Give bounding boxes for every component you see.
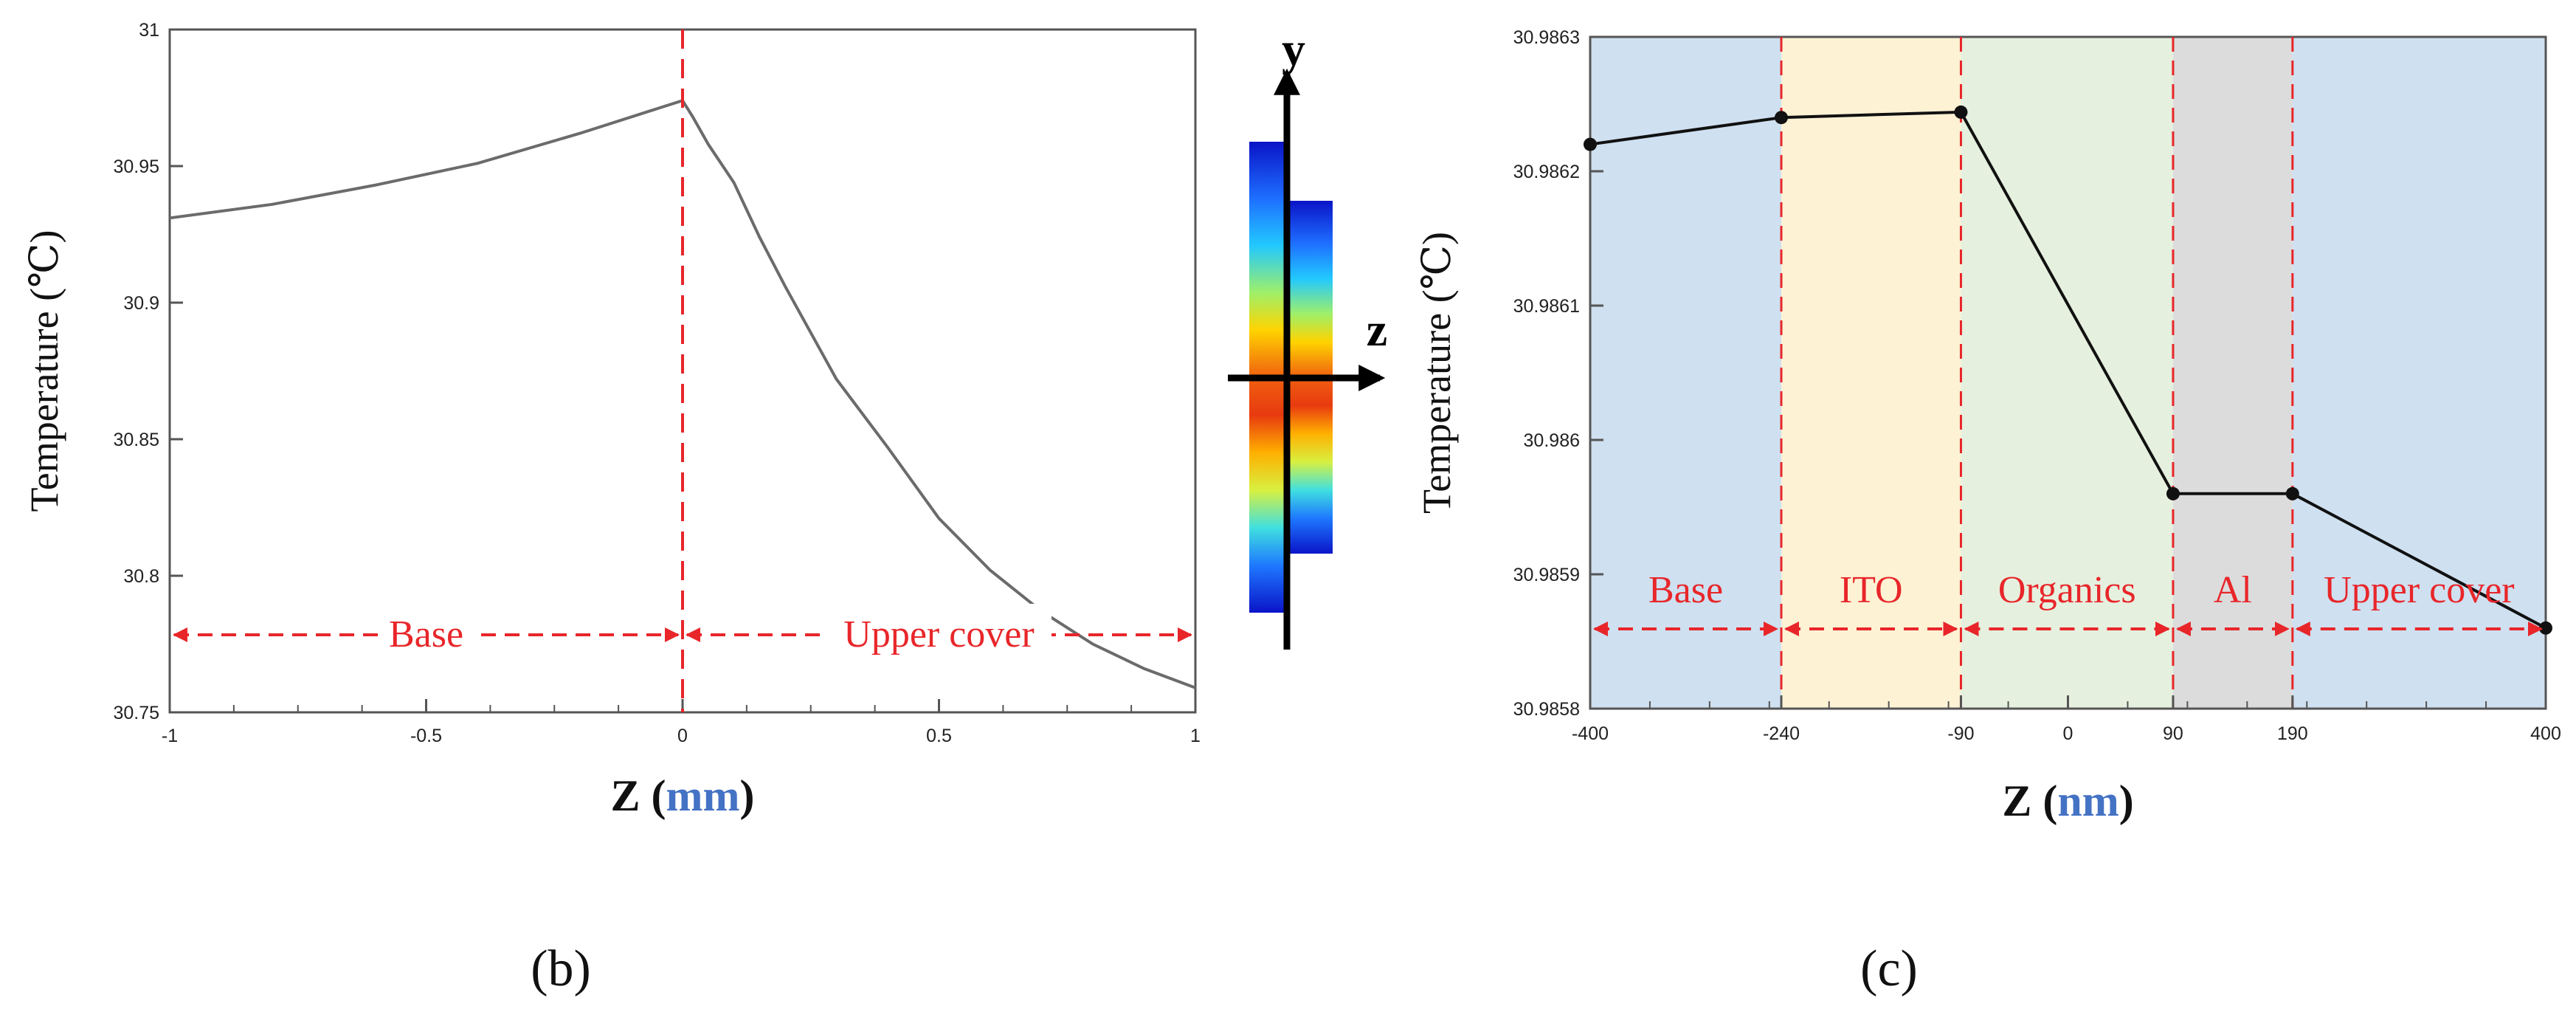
x-tick-label-b: 0 (677, 726, 688, 746)
y-tick-label-b: 30.85 (113, 430, 159, 450)
region-band-c (2292, 37, 2546, 709)
temperature-field-inset: y z (1228, 23, 1387, 650)
inset-z-label: z (1367, 303, 1387, 356)
region-label-c: ITO (1840, 569, 1903, 611)
panel-label-c: (c) (1860, 940, 1918, 997)
x-tick-label-b: 0.5 (926, 726, 952, 746)
region-band-c (1590, 37, 1781, 709)
x-tick-label-c: 190 (2277, 723, 2308, 744)
y-tick-label-b: 31 (139, 20, 159, 41)
x-tick-label-c: -90 (1947, 723, 1974, 744)
data-point-c (1775, 111, 1788, 125)
x-tick-label-c: 90 (2163, 723, 2183, 744)
y-axis-title-b: Temperature (℃) (22, 230, 66, 512)
inset-y-label: y (1282, 23, 1305, 75)
y-tick-label-c: 30.9858 (1513, 699, 1580, 720)
region-label-b: Base (389, 613, 463, 655)
y-axis-title-c: Temperature (℃) (1415, 232, 1459, 514)
y-tick-label-b: 30.9 (123, 293, 159, 314)
chart-b: 30.75 30.8 30.85 30.9 30.95 31 -1 -0.5 0 0.5 1 Ba… (22, 20, 1201, 997)
region-label-bg-b (826, 604, 1052, 650)
data-point-c (1954, 105, 1968, 119)
region-label-b: Upper cover (843, 613, 1034, 655)
temperature-line-c (1589, 110, 2546, 630)
x-tick-label-b: -0.5 (410, 726, 442, 746)
x-axis-title-c: Z (nm) (2002, 777, 2133, 825)
x-tick-label-c: -400 (1572, 723, 1609, 744)
y-tick-label-c: 30.9859 (1513, 565, 1580, 585)
region-band-c (1961, 37, 2173, 709)
x-tick-label-c: 400 (2530, 723, 2561, 744)
region-label-c: Base (1648, 569, 1723, 611)
y-tick-label-b: 30.95 (113, 156, 159, 177)
data-point-c (1584, 137, 1597, 151)
x-tick-label-c: 0 (2063, 723, 2073, 744)
y-tick-label-b: 30.75 (113, 703, 159, 723)
region-band-c (2172, 37, 2293, 709)
region-label-c: Al (2214, 569, 2252, 611)
x-tick-label-c: -240 (1763, 723, 1800, 744)
y-tick-label-c: 30.986 (1524, 430, 1580, 451)
region-label-c: Upper cover (2324, 569, 2514, 611)
panel-label-b: (b) (531, 940, 591, 997)
y-tick-label-c: 30.9863 (1513, 27, 1580, 48)
x-tick-label-b: -1 (162, 726, 178, 746)
y-tick-label-b: 30.8 (123, 566, 159, 587)
region-label-c: Organics (1998, 569, 2136, 611)
x-axis-title-b: Z (mm) (611, 771, 755, 820)
x-tick-label-b: 1 (1190, 726, 1201, 746)
y-tick-label-c: 30.9861 (1513, 296, 1580, 317)
chart-c: 30.9858 30.9859 30.986 30.9861 30.9862 30.986… (1415, 27, 2561, 997)
data-point-c (2166, 486, 2180, 500)
y-tick-label-c: 30.9862 (1513, 162, 1580, 182)
region-label-bg-b (378, 604, 474, 650)
data-point-c (2285, 486, 2299, 500)
region-band-c (1781, 37, 1961, 709)
